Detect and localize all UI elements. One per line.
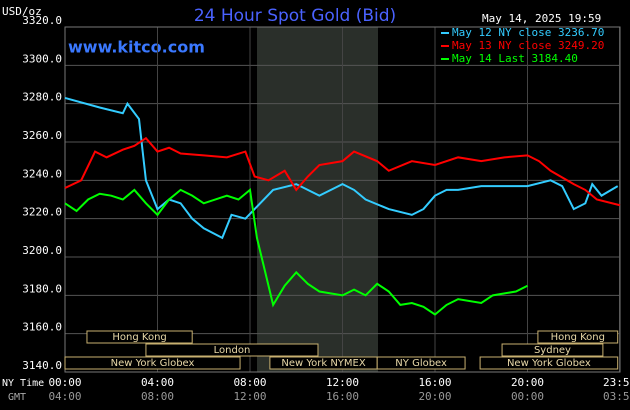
- y-tick-label: 3280.0: [22, 91, 62, 104]
- y-tick-label: 3220.0: [22, 206, 62, 219]
- session-label: Hong Kong: [112, 332, 166, 343]
- x2-tick-label: 08:00: [141, 390, 174, 403]
- x2-tick-label: 04:00: [48, 390, 81, 403]
- session-box: [537, 330, 619, 344]
- session-box: [479, 356, 619, 370]
- y-tick-label: 3200.0: [22, 244, 62, 257]
- x2-tick-label: 20:00: [418, 390, 451, 403]
- session-box: [86, 330, 193, 344]
- y-tick-label: 3300.0: [22, 52, 62, 65]
- x-tick-label: 20:00: [511, 376, 544, 389]
- chart-subtitle: www.kitco.com: [68, 38, 205, 57]
- series-line: [64, 136, 621, 207]
- x-tick-label: 08:00: [233, 376, 266, 389]
- chart-title: 24 Hour Spot Gold (Bid): [194, 6, 396, 26]
- y-tick-label: 3260.0: [22, 129, 62, 142]
- session-label: London: [214, 345, 251, 356]
- x-tick-label: 04:00: [141, 376, 174, 389]
- session-box: [501, 343, 604, 357]
- plot-frame: [64, 26, 621, 373]
- legend-label: May 12 NY close 3236.70: [452, 26, 604, 39]
- x2-tick-label: 03:59: [603, 390, 630, 403]
- session-box: [145, 343, 319, 357]
- session-label: New York NYMEX: [281, 358, 366, 369]
- y-tick-label: 3180.0: [22, 282, 62, 295]
- ny-session-shade: [257, 27, 378, 372]
- x2-tick-label: 16:00: [326, 390, 359, 403]
- y-tick-label: 3240.0: [22, 167, 62, 180]
- x-tick-label: 12:00: [326, 376, 359, 389]
- session-label: NY Globex: [395, 358, 447, 369]
- y-tick-label: 3160.0: [22, 321, 62, 334]
- x-tick-label: 23:59: [603, 376, 630, 389]
- series-line: [64, 96, 619, 240]
- session-box: [64, 356, 241, 370]
- x2-tick-label: 00:00: [511, 390, 544, 403]
- session-label: New York Globex: [111, 358, 195, 369]
- session-label: Hong Kong: [551, 332, 605, 343]
- timestamp: May 14, 2025 19:59: [482, 12, 601, 25]
- legend-label: May 14 Last 3184.40: [452, 52, 578, 65]
- x-tick-label: 16:00: [418, 376, 451, 389]
- y-tick-label: 3320.0: [22, 14, 62, 27]
- x-tick-label: 00:00: [48, 376, 81, 389]
- legend-label: May 13 NY close 3249.20: [452, 39, 604, 52]
- series-line: [64, 188, 528, 316]
- y-axis-label: USD/oz: [2, 5, 42, 18]
- x-axis-label: NY Time: [2, 378, 44, 389]
- x2-tick-label: 12:00: [233, 390, 266, 403]
- session-label: New York Globex: [507, 358, 591, 369]
- y-tick-label: 3140.0: [22, 359, 62, 372]
- session-box: [376, 356, 466, 370]
- x2-axis-label: GMT: [8, 392, 26, 403]
- session-label: Sydney: [534, 345, 571, 356]
